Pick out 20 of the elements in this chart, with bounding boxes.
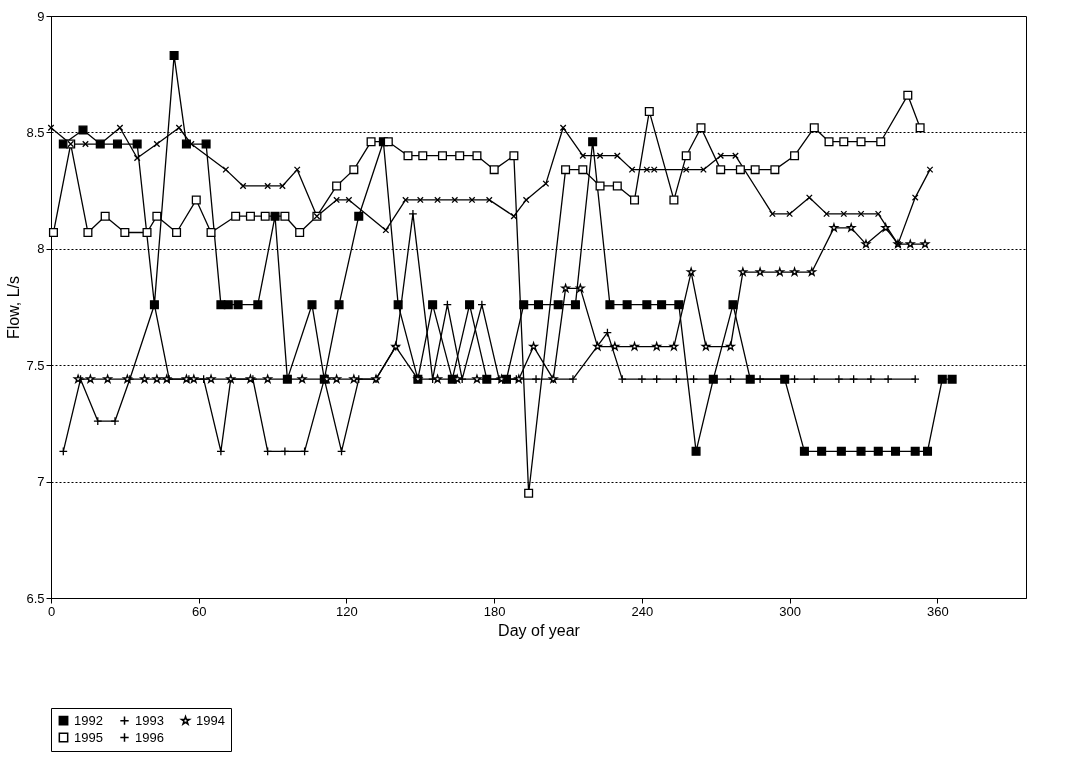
x-tick-label: 120 (336, 603, 358, 619)
legend-label: 1995 (74, 729, 103, 745)
x-tick-label: 300 (779, 603, 801, 619)
y-tick-label: 8.5 (26, 124, 45, 140)
y-tick-label: 8 (37, 241, 45, 257)
y-tick-label: 6.5 (26, 590, 45, 606)
x-tick-label: 360 (927, 603, 949, 619)
x-tick-label: 240 (631, 603, 654, 619)
y-axis-title: Flow, L/s (5, 275, 23, 340)
y-tick-label: 7.5 (26, 357, 45, 373)
x-tick-label: 180 (483, 603, 506, 619)
y-tick-label: 9 (37, 8, 45, 24)
legend-label: 1994 (196, 712, 225, 728)
x-axis-title: Day of year (498, 621, 581, 639)
legend-label: 1996 (135, 729, 164, 745)
x-tick-label: 0 (47, 603, 56, 619)
x-tick-label: 60 (191, 603, 207, 619)
legend-label: 1993 (135, 712, 164, 728)
y-tick-label: 7 (37, 474, 45, 490)
legend-label: 1992 (74, 712, 103, 728)
